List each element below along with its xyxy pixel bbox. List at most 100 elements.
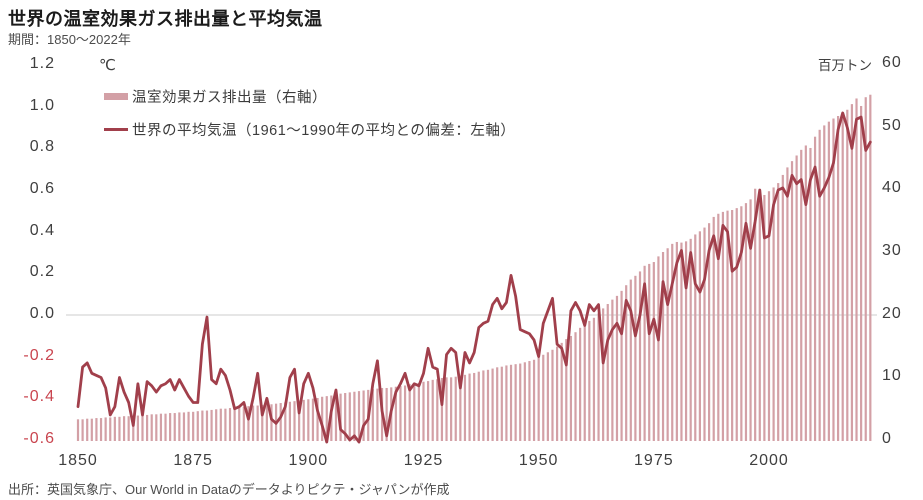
emissions-bar	[818, 129, 821, 442]
emissions-bar	[486, 369, 490, 441]
right-axis-tick-label: 0	[882, 430, 892, 447]
emissions-bar	[860, 105, 863, 442]
emissions-bar	[178, 412, 181, 441]
emissions-bar	[146, 414, 149, 441]
emissions-bar	[809, 147, 812, 441]
emissions-bar	[597, 313, 600, 441]
emissions-bar	[634, 275, 637, 441]
emissions-bar	[436, 379, 439, 441]
emissions-bar	[136, 415, 139, 441]
emissions-bar	[459, 375, 462, 441]
emissions-bar	[109, 417, 112, 441]
emissions-bar	[325, 396, 328, 441]
left-axis-tick-label: 0.8	[29, 138, 55, 156]
emissions-bar	[638, 271, 642, 441]
emissions-bar	[588, 320, 591, 441]
emissions-bar	[376, 388, 379, 441]
right-axis-tick-label: 50	[882, 116, 902, 134]
emissions-bar	[477, 371, 480, 441]
legend-temperature-label: 世界の平均気温（1961～1990年の平均との偏差：左軸）	[132, 123, 516, 139]
emissions-bar	[629, 279, 632, 441]
emissions-bar	[408, 384, 411, 441]
emissions-bar	[735, 208, 738, 441]
emissions-bar	[122, 416, 126, 441]
legend: 温室効果ガス排出量（右軸） 世界の平均気温（1961～1990年の平均との偏差：…	[104, 88, 515, 154]
emissions-bar	[394, 386, 397, 441]
right-axis-tick-label: 10	[882, 367, 902, 385]
emissions-bar	[431, 379, 434, 441]
emissions-bar	[302, 399, 305, 441]
emissions-bar	[772, 187, 775, 441]
emissions-bar	[118, 416, 121, 441]
emissions-bar	[261, 404, 264, 441]
emissions-bar	[357, 391, 361, 441]
emissions-bar	[767, 191, 771, 441]
emissions-bar	[708, 223, 711, 441]
emissions-bar	[445, 377, 448, 441]
legend-item-temperature: 世界の平均気温（1961～1990年の平均との偏差：左軸）	[104, 121, 516, 139]
emissions-bar	[454, 376, 457, 441]
emissions-bar	[76, 419, 80, 441]
emissions-bar	[846, 109, 849, 441]
emissions-bar	[427, 381, 430, 441]
emissions-bar	[726, 210, 729, 441]
emissions-bar	[353, 391, 356, 441]
emissions-bar	[786, 167, 789, 441]
emissions-bar	[606, 304, 609, 441]
emissions-bar	[731, 210, 734, 441]
left-axis-tick-label: 0.2	[29, 263, 55, 281]
emissions-bar	[869, 94, 872, 442]
left-axis-tick-label: 0.4	[29, 221, 55, 239]
emissions-bar	[219, 408, 222, 441]
x-axis-tick-label: 1950	[518, 452, 559, 469]
emissions-bar	[625, 285, 628, 441]
emissions-bar	[316, 398, 319, 441]
emissions-bar	[81, 419, 84, 441]
emissions-bar	[344, 393, 347, 441]
emissions-bar	[537, 357, 540, 441]
emissions-bar	[652, 262, 655, 441]
emissions-bar	[850, 104, 854, 442]
right-axis-unit-label: 百万トン	[818, 58, 872, 73]
emissions-bar	[288, 401, 291, 441]
x-axis-tick-label: 1925	[403, 452, 444, 469]
page-title: 世界の温室効果ガス排出量と平均気温	[8, 9, 323, 29]
emissions-bar	[560, 342, 563, 441]
emissions-bar	[758, 196, 761, 441]
emissions-bar	[740, 206, 743, 441]
emissions-bar	[823, 125, 826, 441]
emissions-bar	[403, 385, 407, 441]
source-note: 出所：英国気象庁、Our World in Dataのデータよりピクテ・ジャパン…	[8, 482, 450, 497]
emissions-bar	[546, 352, 549, 441]
emissions-bar	[528, 361, 531, 441]
x-axis-tick-label: 1875	[173, 452, 213, 469]
emissions-bar	[680, 242, 683, 441]
emissions-bar	[579, 327, 582, 441]
emissions-bar	[196, 411, 199, 441]
emissions-bar	[781, 174, 784, 442]
emissions-bar	[413, 383, 416, 441]
page-subtitle: 期間：1850～2022年	[8, 32, 131, 47]
emissions-bar	[754, 188, 757, 441]
right-axis-tick-label: 60	[882, 54, 902, 71]
emissions-bar	[592, 317, 596, 441]
emissions-bar	[611, 299, 614, 441]
emissions-bar	[519, 363, 522, 441]
emissions-bar	[265, 404, 268, 441]
emissions-bar	[615, 295, 619, 441]
left-axis-tick-label: 0.6	[29, 180, 55, 197]
emissions-bar	[169, 413, 172, 441]
emissions-bar	[514, 364, 517, 441]
emissions-bar	[500, 366, 503, 441]
emissions-bar	[482, 370, 485, 441]
emissions-bar	[473, 372, 476, 441]
emissions-bar	[155, 414, 158, 441]
emissions-bar	[113, 416, 116, 441]
emissions-bar	[804, 145, 807, 441]
left-axis-tick-label: -0.2	[23, 346, 55, 364]
left-axis-tick-label: 1.0	[29, 96, 55, 114]
left-axis-tick-label: 0.0	[29, 305, 55, 322]
emissions-bar	[657, 256, 660, 441]
emissions-bar	[712, 216, 715, 441]
